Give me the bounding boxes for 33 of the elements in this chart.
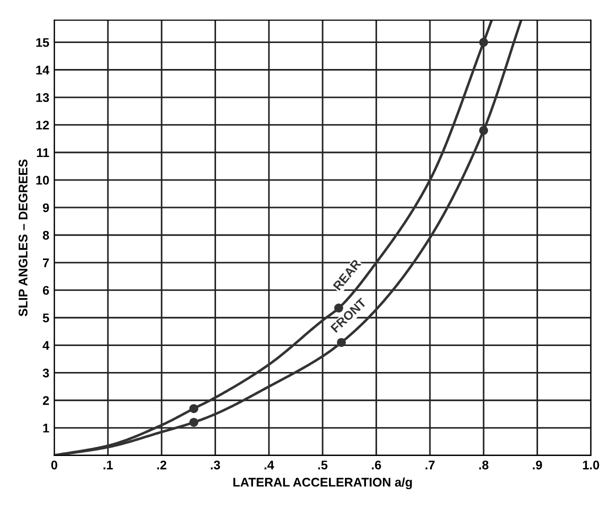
point — [336, 338, 346, 347]
point — [479, 38, 488, 47]
y-tick-label: 10 — [36, 176, 49, 185]
y-tick-label: 13 — [36, 93, 49, 102]
point — [189, 418, 198, 427]
y-tick-label: 5 — [42, 314, 50, 322]
x-tick-label: 0 — [51, 460, 58, 470]
point — [189, 404, 198, 414]
x-axis-title: LATERAL ACCELERATION a/g — [233, 477, 412, 490]
x-tick-label: .1 — [104, 460, 113, 470]
x-tick-label: .7 — [426, 460, 435, 470]
y-tick-label: 2 — [42, 396, 49, 405]
y-tick-label: 1 — [43, 424, 50, 432]
x-tick-label: .8 — [479, 460, 488, 470]
x-tick-label: .3 — [210, 460, 220, 470]
x-tick-label: .2 — [157, 460, 166, 470]
y-tick-label: 9 — [42, 203, 49, 212]
y-tick-label: 12 — [36, 120, 49, 130]
y-tick-label: 15 — [36, 38, 50, 47]
x-tick-label: .5 — [318, 460, 328, 470]
x-tick-label: .4 — [264, 460, 274, 470]
x-tick-label: 1.0 — [583, 460, 600, 470]
y-tick-label: 8 — [42, 230, 50, 240]
y-axis-title: SLIP ANGLES – DEGREES — [18, 159, 28, 316]
point — [479, 126, 488, 135]
y-tick-label: 6 — [42, 286, 49, 295]
y-tick-label: 14 — [36, 66, 50, 74]
y-tick-label: 4 — [42, 341, 50, 350]
y-tick-label: 7 — [42, 258, 49, 268]
y-tick-label: 3 — [42, 368, 49, 378]
x-tick-label: .6 — [372, 460, 382, 470]
y-tick-label: 11 — [36, 148, 50, 157]
x-tick-label: .9 — [532, 460, 542, 470]
